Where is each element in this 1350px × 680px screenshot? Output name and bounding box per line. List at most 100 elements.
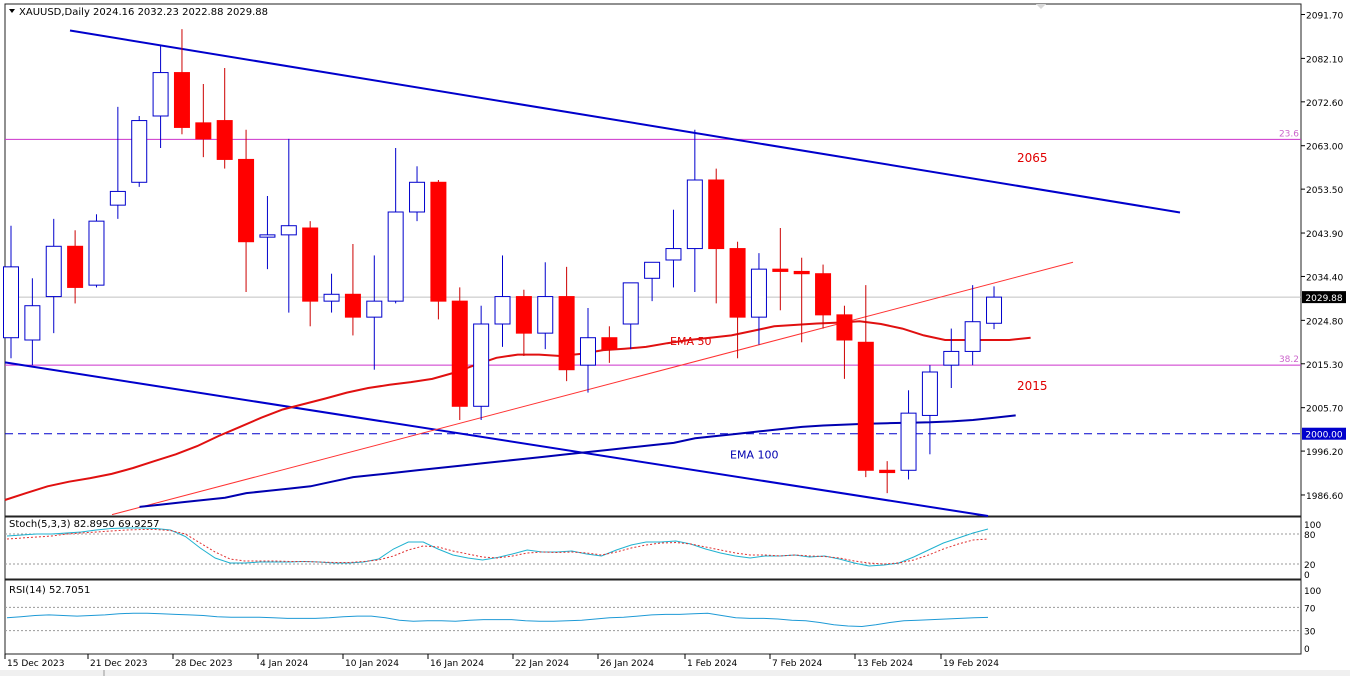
time-tick-label: 15 Dec 2023 [7, 659, 65, 669]
bull-candle [622, 282, 639, 350]
price-tick-label: 2024.80 [1306, 317, 1343, 327]
price-tick-label: 2034.40 [1306, 273, 1343, 283]
candle-body [686, 179, 703, 250]
candle-body [601, 337, 618, 350]
fib-level-label: 23.6 [1279, 129, 1299, 139]
candle-body [430, 181, 447, 302]
bull-candle [943, 328, 960, 388]
candle-body [131, 120, 148, 183]
bear-candle [558, 266, 575, 382]
candle-body [195, 122, 212, 140]
price-tick-label: 2005.70 [1306, 405, 1343, 415]
channel-lower-line [4, 361, 989, 517]
candle-body [665, 248, 682, 261]
bear-candle [67, 230, 84, 304]
bull-candle [579, 308, 596, 393]
bottom-scrollbar[interactable] [0, 670, 1350, 676]
candle-body [622, 282, 639, 325]
candle-body [772, 268, 789, 272]
bear-candle [173, 29, 190, 135]
dropdown-triangle-icon[interactable] [9, 9, 15, 13]
rsi-title: RSI(14) 52.7051 [9, 585, 90, 596]
time-tick-label: 21 Dec 2023 [90, 659, 148, 669]
current-price-label: 2029.88 [1305, 294, 1342, 304]
bear-candle [302, 221, 319, 327]
candle-body [323, 293, 340, 302]
candle-body [943, 350, 960, 366]
bull-candle [24, 278, 41, 366]
candle-body [259, 234, 276, 238]
trend-line [111, 261, 1074, 516]
rsi-axis-label: 30 [1304, 628, 1316, 638]
horizontal-levels: 23.6 38.2 2000.00 [5, 129, 1346, 441]
stoch-axis-label: 80 [1304, 531, 1316, 541]
candle-body [387, 211, 404, 302]
candle-body [900, 412, 917, 471]
price-tick-label: 2072.60 [1306, 99, 1343, 109]
bear-candle [879, 461, 896, 494]
time-tick-label: 26 Jan 2024 [600, 659, 654, 669]
rsi-panel: 100 70 30 0 [5, 587, 1321, 655]
candle-body [451, 300, 468, 407]
candle-body [964, 321, 981, 352]
time-axis: 15 Dec 2023 21 Dec 2023 28 Dec 2023 4 Jan 2… [4, 654, 999, 669]
time-tick-label: 1 Feb 2024 [687, 659, 738, 669]
bear-candle [772, 228, 789, 311]
bull-candle [387, 148, 404, 304]
bull-candle [750, 253, 767, 345]
bear-candle [344, 244, 361, 336]
candle-body [750, 268, 767, 318]
bull-candle [644, 261, 661, 302]
bull-candle [964, 285, 981, 366]
time-tick-label: 22 Jan 2024 [515, 659, 569, 669]
current-price-box [1302, 291, 1346, 304]
time-tick-label: 19 Feb 2024 [943, 659, 999, 669]
bear-candle [708, 168, 725, 304]
bear-candle [836, 305, 853, 379]
candle-body [216, 120, 233, 160]
bull-candle [131, 116, 148, 187]
candle-body [280, 225, 297, 236]
chart-shift-marker-icon[interactable] [1036, 4, 1046, 9]
bear-candle [195, 84, 212, 158]
bull-candle [280, 138, 297, 313]
bull-candle [409, 166, 426, 222]
bear-candle [238, 129, 255, 292]
candle-body [152, 72, 169, 117]
price-tick-label: 2015.30 [1306, 361, 1343, 371]
annotation-2065: 2065 [1017, 151, 1048, 165]
bull-candle [109, 106, 126, 219]
symbol-header: XAUUSD,Daily 2024.16 2032.23 2022.88 202… [19, 7, 268, 18]
bull-candle [900, 390, 917, 480]
price-tick-label: 2082.10 [1306, 55, 1343, 65]
bull-candle [45, 218, 62, 334]
rsi-axis-label: 70 [1304, 604, 1316, 614]
bear-candle [815, 264, 832, 329]
time-tick-label: 10 Jan 2024 [345, 659, 399, 669]
candle-body [238, 158, 255, 243]
stoch-axis-label: 0 [1304, 571, 1310, 581]
candle-body [644, 261, 661, 279]
bull-candle [537, 262, 554, 350]
time-tick-label: 7 Feb 2024 [772, 659, 823, 669]
candle-body [879, 469, 896, 474]
price-tick-label: 1986.60 [1306, 492, 1343, 502]
candle-body [344, 293, 361, 318]
bull-candle [152, 45, 169, 148]
bear-candle [729, 241, 746, 359]
bull-candle [473, 305, 490, 420]
bear-candle [430, 180, 447, 320]
price-tick-label: 1996.20 [1306, 448, 1343, 458]
candle-body [109, 190, 126, 206]
main-panel-frame [4, 3, 1302, 517]
price-axis: 2091.70 2082.10 2072.60 2063.00 2053.50 2043.… [1301, 12, 1346, 502]
time-tick-label: 13 Feb 2024 [857, 659, 913, 669]
bull-candle [921, 365, 938, 455]
level-2000-price-box [1302, 427, 1346, 440]
bull-candle [323, 273, 340, 313]
bear-candle [857, 285, 874, 478]
time-tick-label: 16 Jan 2024 [430, 659, 484, 669]
candle-body [494, 296, 511, 325]
